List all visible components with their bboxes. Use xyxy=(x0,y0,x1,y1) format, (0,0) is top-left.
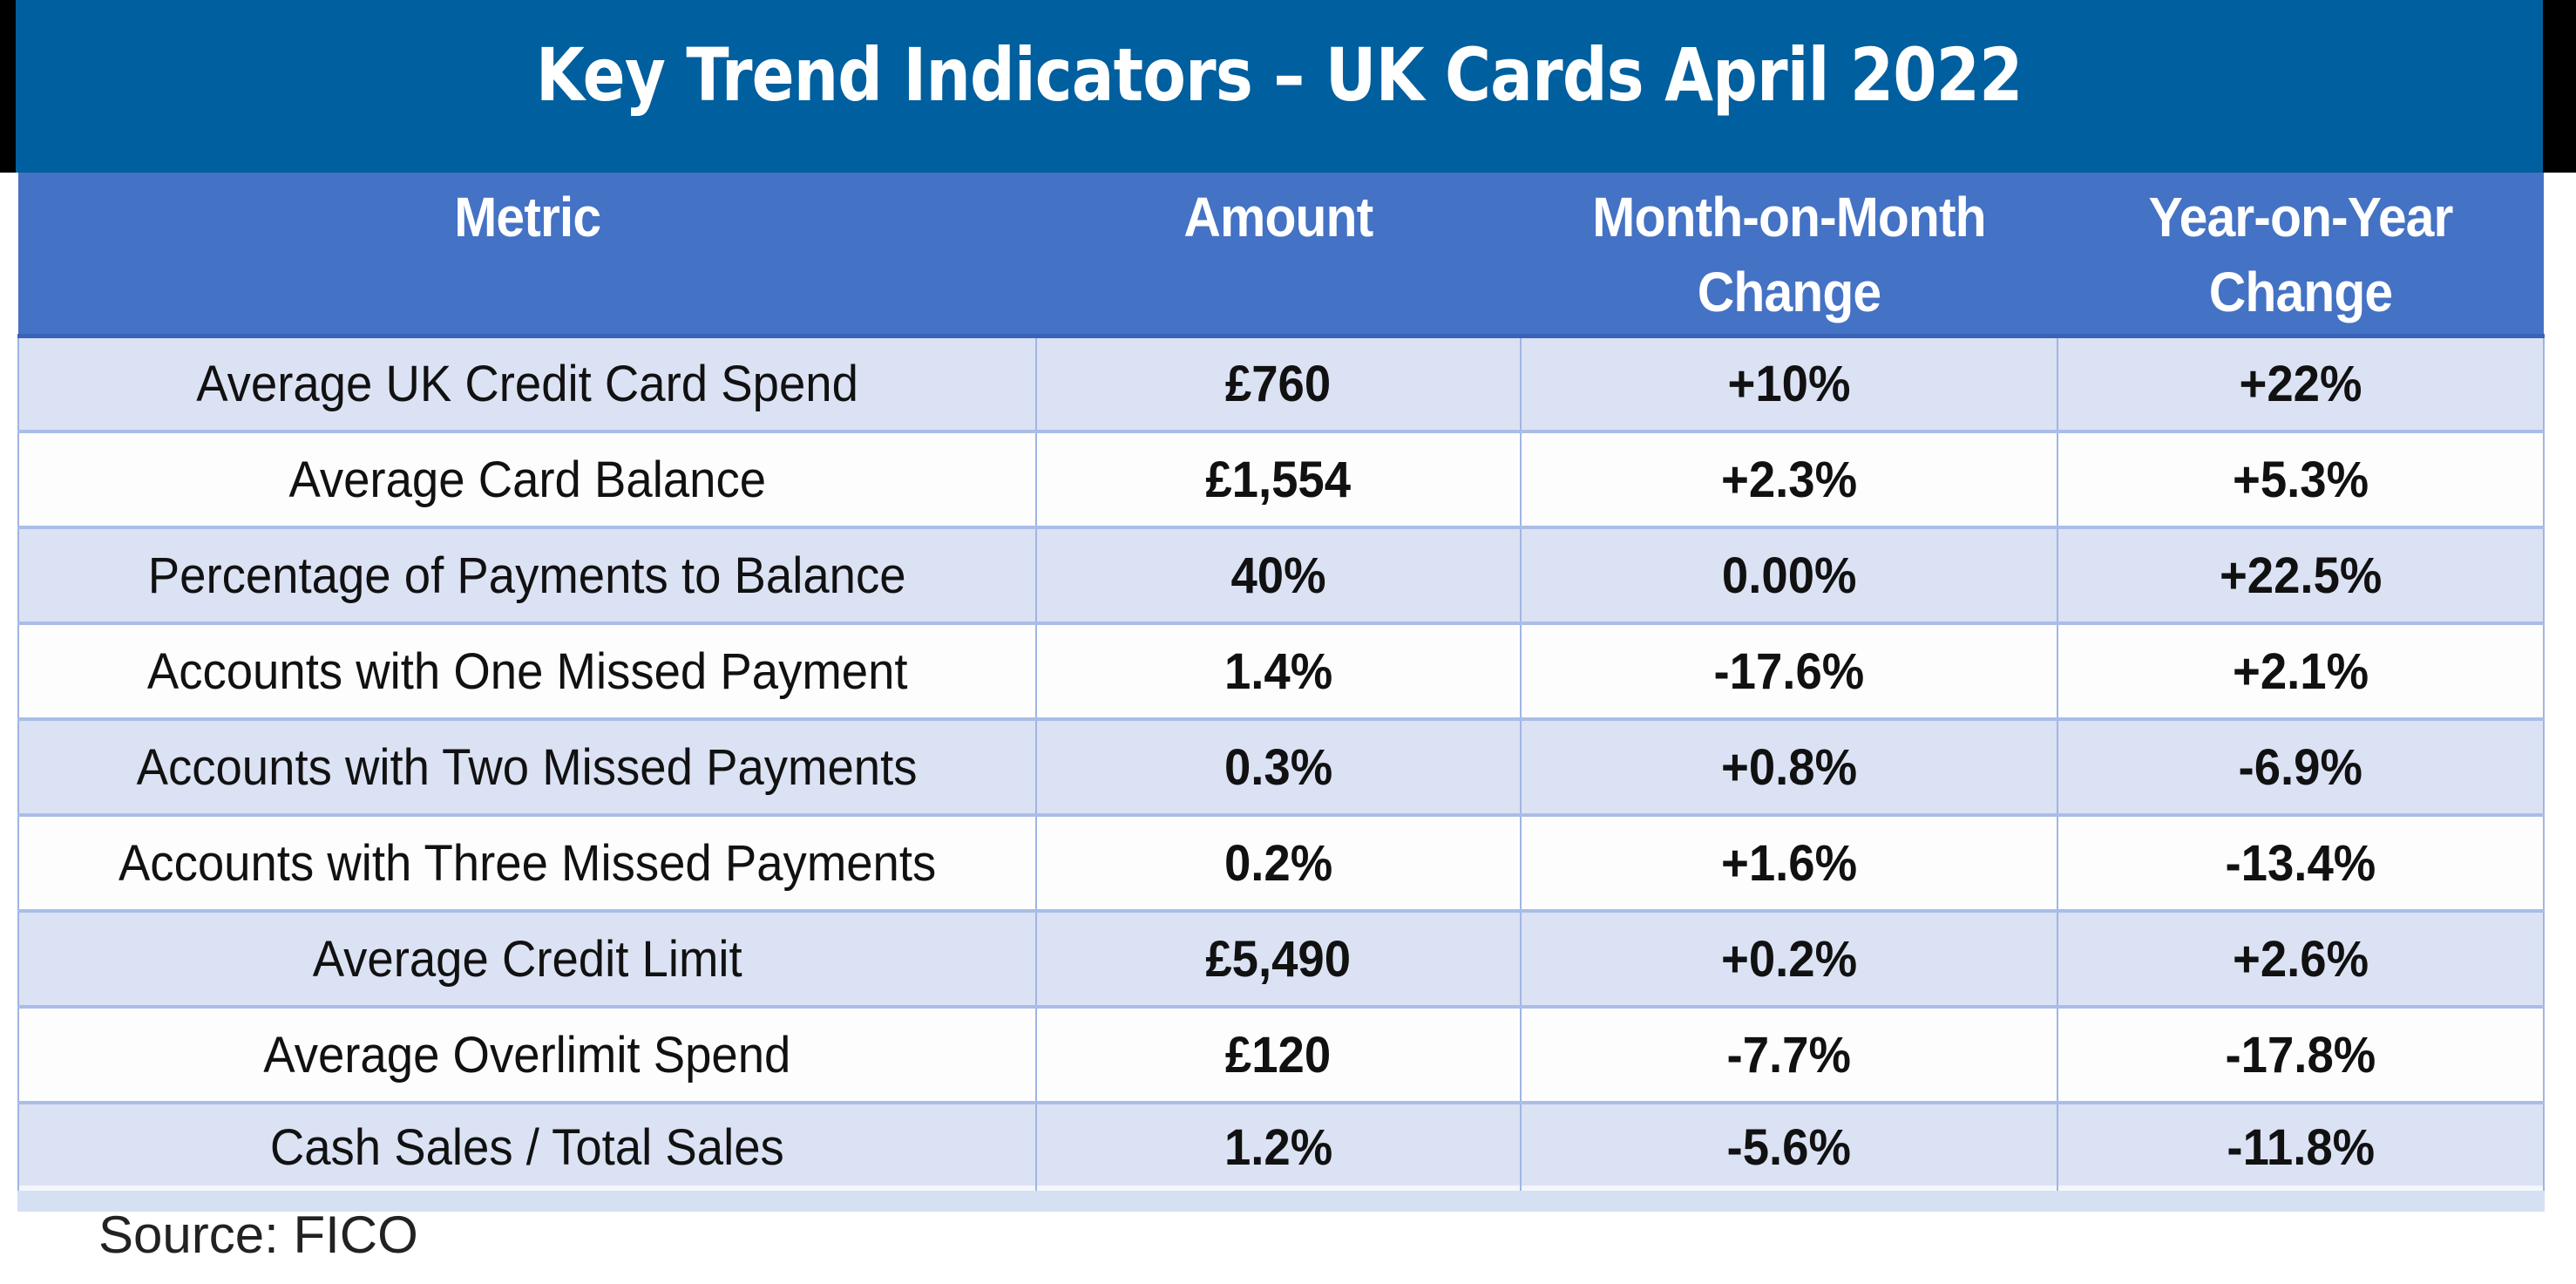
table-row: Cash Sales / Total Sales 1.2% -5.6% -11.… xyxy=(17,1101,2545,1212)
amount-cell: 0.3% xyxy=(1035,717,1522,815)
metric-cell: Accounts with Three Missed Payments xyxy=(17,813,1037,911)
yoy-change-cell: +2.6% xyxy=(2057,909,2545,1007)
yoy-change-cell: -17.8% xyxy=(2057,1005,2545,1103)
mom-change-cell: +0.8% xyxy=(1520,717,2058,815)
title-banner: Key Trend Indicators – UK Cards April 20… xyxy=(16,0,2543,173)
metric-cell: Accounts with Two Missed Payments xyxy=(17,717,1037,815)
table-row: Average Credit Limit £5,490 +0.2% +2.6% xyxy=(17,909,2545,1007)
mom-change-cell: +2.3% xyxy=(1520,430,2058,527)
amount-cell: 1.4% xyxy=(1035,622,1522,719)
table-row: Average Overlimit Spend £120 -7.7% -17.8… xyxy=(17,1005,2545,1103)
yoy-change-cell: +22.5% xyxy=(2057,526,2545,623)
yoy-change-cell: -11.8% xyxy=(2057,1101,2545,1212)
amount-cell: £1,554 xyxy=(1035,430,1522,527)
column-header-metric: Metric xyxy=(18,173,1036,338)
amount-cell: £5,490 xyxy=(1035,909,1522,1007)
table-row: Accounts with Two Missed Payments 0.3% +… xyxy=(17,717,2545,815)
yoy-change-cell: +2.1% xyxy=(2057,622,2545,719)
mom-change-cell: +1.6% xyxy=(1520,813,2058,911)
mom-change-cell: +10% xyxy=(1520,334,2058,431)
trend-indicators-table: Metric Amount Month-on-Month Change Year… xyxy=(17,173,2545,1212)
source-note: Source: FICO xyxy=(98,1206,418,1264)
mom-change-cell: 0.00% xyxy=(1520,526,2058,623)
page-title-text: Key Trend Indicators – UK Cards April 20… xyxy=(536,32,2024,118)
mom-change-cell: -7.7% xyxy=(1520,1005,2058,1103)
metric-cell: Average Card Balance xyxy=(17,430,1037,527)
metric-cell: Cash Sales / Total Sales xyxy=(17,1101,1037,1212)
table-row: Accounts with One Missed Payment 1.4% -1… xyxy=(17,622,2545,719)
yoy-change-cell: +22% xyxy=(2057,334,2545,431)
mom-change-cell: +0.2% xyxy=(1520,909,2058,1007)
amount-cell: 0.2% xyxy=(1035,813,1522,911)
page-title: Key Trend Indicators – UK Cards April 20… xyxy=(16,31,2543,119)
metric-cell: Accounts with One Missed Payment xyxy=(17,622,1037,719)
table-row: Average UK Credit Card Spend £760 +10% +… xyxy=(17,334,2545,431)
yoy-change-cell: -13.4% xyxy=(2057,813,2545,911)
table-row: Average Card Balance £1,554 +2.3% +5.3% xyxy=(17,430,2545,527)
amount-cell: £120 xyxy=(1035,1005,1522,1103)
trend-table-container: Metric Amount Month-on-Month Change Year… xyxy=(17,173,2545,1212)
table-header-row: Metric Amount Month-on-Month Change Year… xyxy=(18,173,2544,338)
yoy-change-cell: +5.3% xyxy=(2057,430,2545,527)
table-row: Accounts with Three Missed Payments 0.2%… xyxy=(17,813,2545,911)
metric-cell: Average UK Credit Card Spend xyxy=(17,334,1037,431)
amount-cell: 1.2% xyxy=(1035,1101,1522,1212)
mom-change-cell: -17.6% xyxy=(1520,622,2058,719)
metric-cell: Average Overlimit Spend xyxy=(17,1005,1037,1103)
column-header-mom-change: Month-on-Month Change xyxy=(1521,173,2057,338)
column-header-yoy-change: Year-on-Year Change xyxy=(2057,173,2544,338)
mom-change-cell: -5.6% xyxy=(1520,1101,2058,1212)
metric-cell: Percentage of Payments to Balance xyxy=(17,526,1037,623)
amount-cell: £760 xyxy=(1035,334,1522,431)
metric-cell: Average Credit Limit xyxy=(17,909,1037,1007)
column-header-amount: Amount xyxy=(1036,173,1521,338)
table-row: Percentage of Payments to Balance 40% 0.… xyxy=(17,526,2545,623)
amount-cell: 40% xyxy=(1035,526,1522,623)
yoy-change-cell: -6.9% xyxy=(2057,717,2545,815)
right-black-bar xyxy=(2543,0,2576,173)
left-black-bar xyxy=(0,0,16,173)
